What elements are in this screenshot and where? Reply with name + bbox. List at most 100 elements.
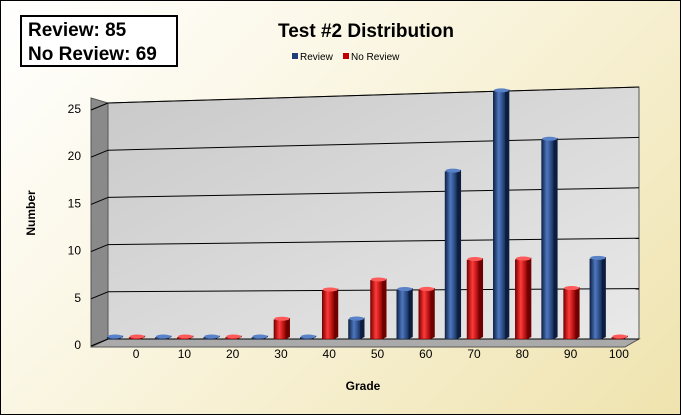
bar-front bbox=[541, 139, 554, 340]
x-tick-label: 10 bbox=[178, 347, 192, 361]
y-tick-label: 5 bbox=[74, 291, 81, 305]
bar-top bbox=[107, 334, 123, 339]
bar-no-review bbox=[273, 316, 290, 340]
bar-review bbox=[444, 168, 462, 340]
legend: Review No Review bbox=[292, 52, 400, 63]
x-tick-labels: 0 10 20 30 40 50 60 70 80 90 100 bbox=[133, 347, 629, 361]
stats-box: Review: 85 No Review: 69 bbox=[20, 15, 178, 67]
gridline-side bbox=[90, 149, 109, 158]
bar-top bbox=[300, 334, 316, 339]
bar-no-review bbox=[563, 286, 580, 340]
x-tick-label: 90 bbox=[564, 347, 578, 361]
bar-side bbox=[601, 256, 606, 339]
x-tick-label: 0 bbox=[133, 347, 140, 361]
bar-top bbox=[542, 136, 558, 141]
bar-no-review bbox=[515, 256, 532, 340]
chart-floor bbox=[90, 338, 641, 348]
x-axis-title: Grade bbox=[346, 379, 381, 393]
bar-top bbox=[419, 286, 435, 291]
bar-front bbox=[444, 171, 458, 340]
bar-top bbox=[371, 277, 386, 282]
x-tick-label: 30 bbox=[274, 347, 288, 361]
gridline bbox=[107, 86, 640, 104]
x-tick-label: 80 bbox=[516, 347, 530, 361]
bar-no-review bbox=[321, 287, 339, 340]
gridline-side bbox=[90, 244, 109, 253]
bar-review bbox=[396, 287, 413, 340]
y-tick-label: 10 bbox=[68, 244, 82, 258]
bar-front bbox=[418, 289, 432, 340]
bar-no-review bbox=[225, 334, 242, 340]
no-review-total: No Review: 69 bbox=[28, 44, 157, 65]
y-tick-label: 25 bbox=[68, 102, 82, 116]
x-tick-label: 20 bbox=[226, 347, 240, 361]
bar-side bbox=[430, 287, 435, 339]
gridline-side bbox=[90, 102, 109, 111]
bar-top bbox=[204, 334, 220, 339]
bar-top bbox=[226, 334, 242, 339]
bar-top bbox=[564, 286, 580, 291]
bar-side bbox=[285, 317, 290, 339]
bar-side bbox=[575, 287, 580, 339]
bar-front bbox=[321, 290, 335, 340]
legend-label: No Review bbox=[351, 52, 400, 63]
bar-no-review bbox=[466, 257, 484, 340]
bar-no-review bbox=[611, 334, 628, 340]
bar-no-review bbox=[128, 334, 146, 340]
gridline-side bbox=[90, 338, 109, 347]
bar-front bbox=[348, 319, 361, 340]
bar-review bbox=[299, 334, 317, 340]
legend-swatch bbox=[292, 53, 298, 59]
bar-front bbox=[370, 280, 383, 340]
bar-side bbox=[360, 317, 365, 339]
bar-top bbox=[322, 287, 338, 292]
x-tick-label: 70 bbox=[467, 347, 481, 361]
x-tick-label: 40 bbox=[323, 347, 337, 361]
bar-side bbox=[505, 89, 510, 340]
bar-review bbox=[348, 316, 365, 340]
chart-title: Test #2 Distribution bbox=[278, 21, 454, 42]
bar-side bbox=[479, 258, 484, 339]
bar-review bbox=[106, 334, 124, 340]
y-tick-labels: 0 5 10 15 20 25 bbox=[68, 102, 82, 352]
review-total: Review: 85 bbox=[28, 20, 127, 41]
bar-top bbox=[397, 287, 413, 292]
bar-no-review bbox=[370, 277, 387, 340]
bar-front bbox=[466, 259, 480, 340]
bar-front bbox=[273, 319, 287, 340]
bar-side bbox=[527, 257, 532, 339]
bar-side bbox=[334, 288, 339, 339]
bar-review bbox=[203, 334, 220, 340]
x-tick-label: 100 bbox=[609, 347, 629, 361]
bar-review bbox=[155, 334, 172, 340]
chart-side-wall bbox=[90, 97, 109, 348]
bar-side bbox=[408, 288, 413, 339]
gridline-side bbox=[90, 196, 109, 205]
gridline-side bbox=[90, 291, 109, 300]
bar-side bbox=[457, 169, 462, 339]
bar-top bbox=[467, 257, 483, 262]
y-tick-label: 20 bbox=[68, 149, 82, 163]
y-tick-label: 0 bbox=[74, 338, 81, 352]
bar-top bbox=[177, 334, 193, 339]
bar-front bbox=[589, 258, 603, 340]
legend-swatch bbox=[343, 53, 349, 59]
y-tick-label: 15 bbox=[68, 196, 82, 210]
bar-review bbox=[493, 88, 510, 340]
bar-top bbox=[493, 88, 509, 93]
legend-label: Review bbox=[300, 52, 334, 63]
x-tick-label: 60 bbox=[419, 347, 433, 361]
x-tick-label: 50 bbox=[371, 347, 385, 361]
bars bbox=[106, 88, 628, 340]
bar-top bbox=[349, 316, 364, 321]
bar-top bbox=[129, 334, 145, 339]
bar-top bbox=[590, 255, 606, 260]
bar-review bbox=[589, 255, 606, 340]
y-axis-title: Number bbox=[24, 190, 38, 236]
bar-no-review bbox=[418, 286, 435, 340]
bar-review bbox=[251, 334, 268, 340]
bar-front bbox=[396, 289, 410, 340]
bar-front bbox=[493, 91, 506, 340]
